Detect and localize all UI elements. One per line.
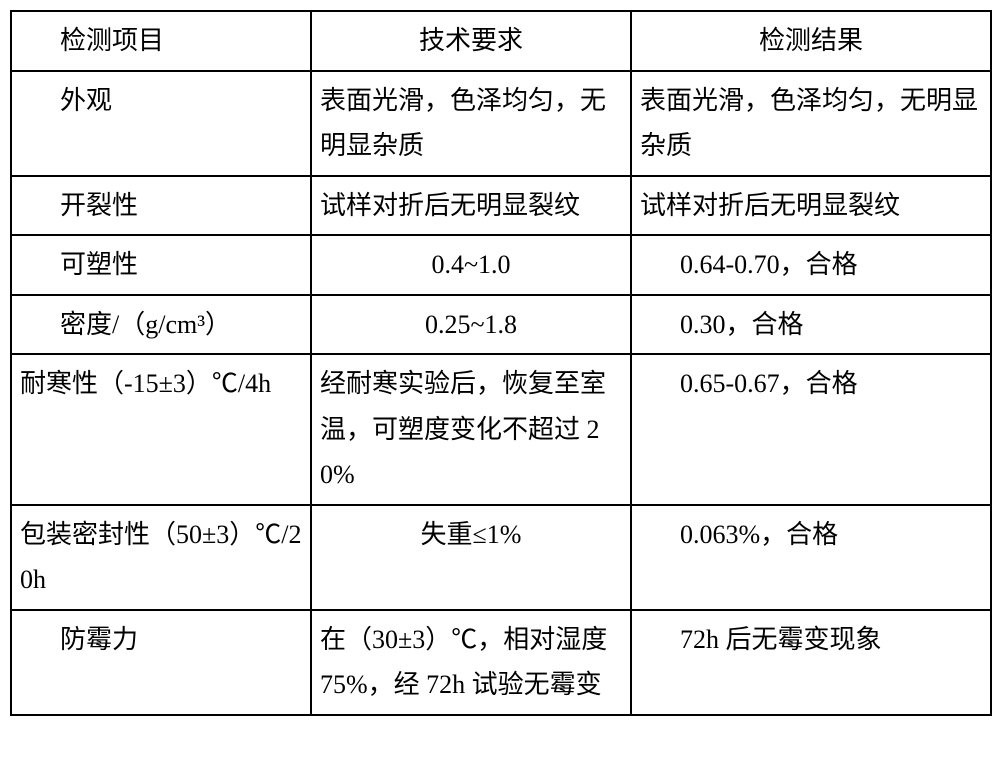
cell-item: 外观 (11, 71, 311, 176)
cell-result: 0.64-0.70，合格 (631, 235, 991, 295)
cell-requirement: 0.4~1.0 (311, 235, 631, 295)
cell-result: 72h 后无霉变现象 (631, 610, 991, 715)
cell-requirement: 经耐寒实验后，恢复至室温，可塑度变化不超过 20% (311, 354, 631, 505)
table-row: 包装密封性（50±3）℃/20h 失重≤1% 0.063%，合格 (11, 505, 991, 610)
table-row: 防霉力 在（30±3）℃，相对湿度 75%，经 72h 试验无霉变 72h 后无… (11, 610, 991, 715)
table-row: 开裂性 试样对折后无明显裂纹 试样对折后无明显裂纹 (11, 176, 991, 236)
table-row: 密度/（g/cm³） 0.25~1.8 0.30，合格 (11, 295, 991, 355)
cell-requirement: 0.25~1.8 (311, 295, 631, 355)
table-row: 外观 表面光滑，色泽均匀，无明显杂质 表面光滑，色泽均匀，无明显杂质 (11, 71, 991, 176)
cell-result: 0.063%，合格 (631, 505, 991, 610)
cell-requirement: 失重≤1% (311, 505, 631, 610)
cell-item: 开裂性 (11, 176, 311, 236)
cell-item: 防霉力 (11, 610, 311, 715)
cell-requirement: 试样对折后无明显裂纹 (311, 176, 631, 236)
cell-requirement: 在（30±3）℃，相对湿度 75%，经 72h 试验无霉变 (311, 610, 631, 715)
cell-item: 可塑性 (11, 235, 311, 295)
cell-result: 0.65-0.67，合格 (631, 354, 991, 505)
cell-result: 试样对折后无明显裂纹 (631, 176, 991, 236)
cell-result: 表面光滑，色泽均匀，无明显杂质 (631, 71, 991, 176)
col-header-requirement: 技术要求 (311, 11, 631, 71)
spec-table: 检测项目 技术要求 检测结果 外观 表面光滑，色泽均匀，无明显杂质 表面光滑，色… (10, 10, 992, 716)
col-header-result: 检测结果 (631, 11, 991, 71)
table-header-row: 检测项目 技术要求 检测结果 (11, 11, 991, 71)
col-header-item: 检测项目 (11, 11, 311, 71)
cell-item: 耐寒性（-15±3）℃/4h (11, 354, 311, 505)
cell-result: 0.30，合格 (631, 295, 991, 355)
table-row: 可塑性 0.4~1.0 0.64-0.70，合格 (11, 235, 991, 295)
cell-item: 包装密封性（50±3）℃/20h (11, 505, 311, 610)
cell-item: 密度/（g/cm³） (11, 295, 311, 355)
cell-requirement: 表面光滑，色泽均匀，无明显杂质 (311, 71, 631, 176)
table-row: 耐寒性（-15±3）℃/4h 经耐寒实验后，恢复至室温，可塑度变化不超过 20%… (11, 354, 991, 505)
